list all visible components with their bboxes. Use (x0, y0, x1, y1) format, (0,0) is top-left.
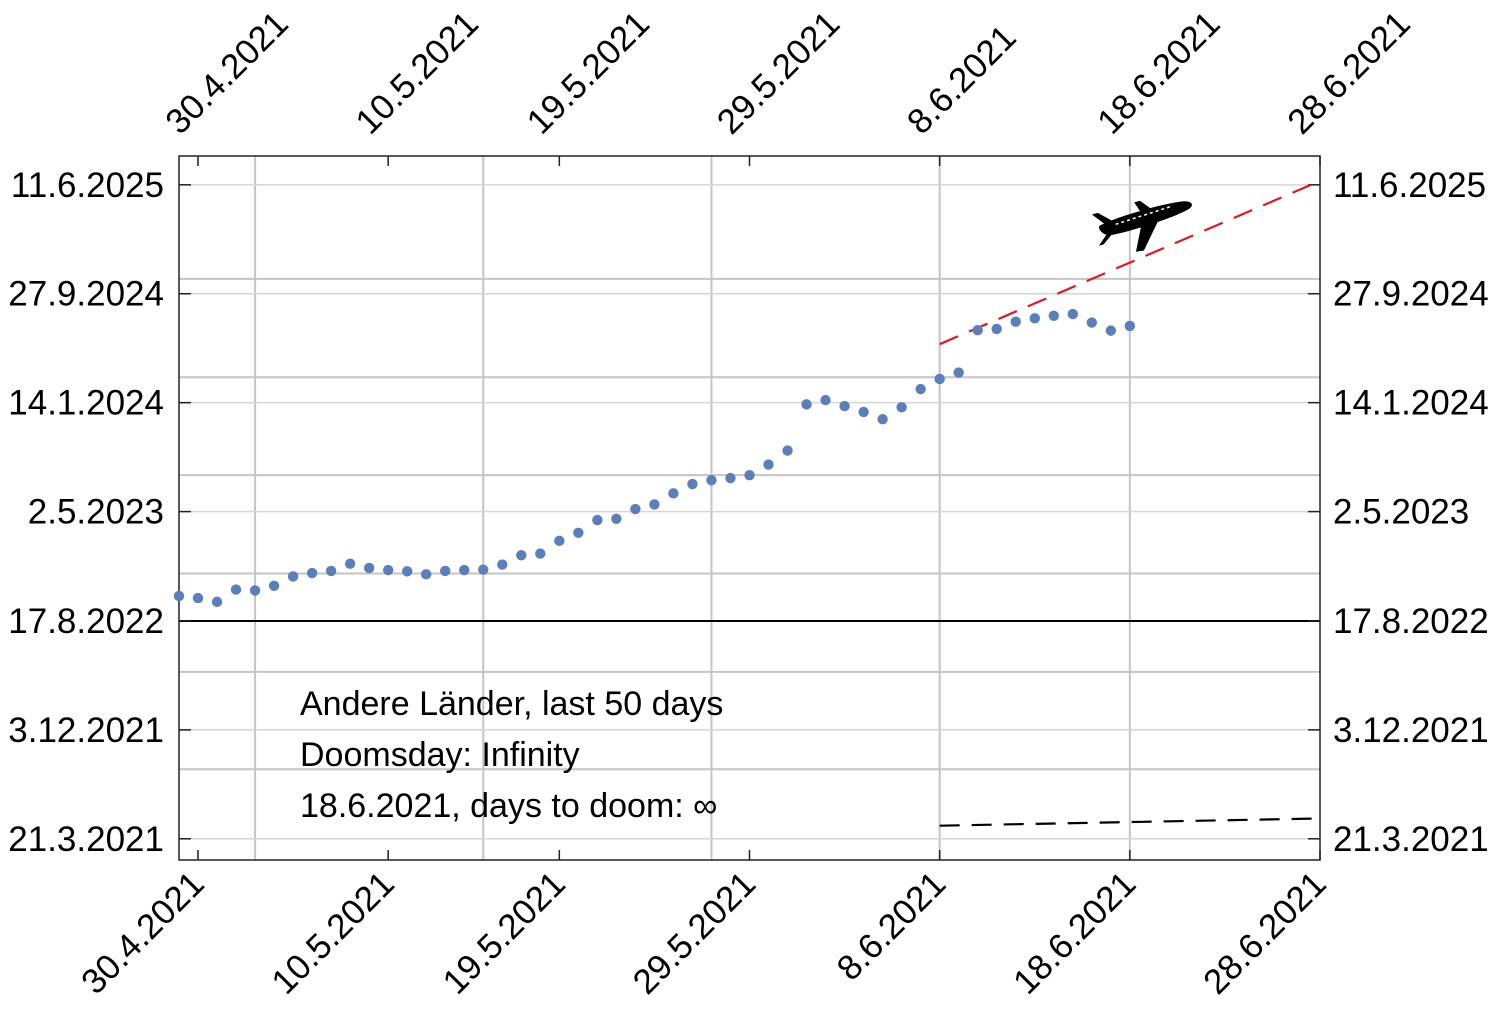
y-tick-label-left: 3.12.2021 (8, 711, 164, 750)
x-tick-label-bottom: 30.4.2021 (74, 864, 212, 1002)
data-point (421, 569, 432, 580)
data-point (211, 596, 223, 608)
axis-tick-labels: 30.4.202130.4.202110.5.202110.5.202119.5… (8, 4, 1488, 1002)
data-point (972, 324, 983, 336)
data-point (630, 503, 641, 515)
data-point (306, 567, 318, 579)
x-tick-label-top: 18.6.2021 (1090, 4, 1228, 142)
y-tick-label-left: 11.6.2025 (11, 166, 164, 205)
data-point (363, 562, 375, 574)
y-tick-label-right: 27.9.2024 (1333, 275, 1489, 314)
data-point (706, 475, 717, 486)
data-point (820, 394, 831, 406)
data-point (268, 580, 280, 591)
data-point (858, 406, 869, 418)
y-tick-label-right: 3.12.2021 (1333, 711, 1489, 750)
x-tick-label-top: 30.4.2021 (158, 4, 296, 142)
data-points (173, 308, 1136, 608)
airplane-icon (1091, 200, 1192, 252)
data-point (649, 499, 660, 510)
annotation-line-1: Andere Länder, last 50 days (300, 685, 723, 723)
data-point (668, 488, 679, 499)
data-point (1086, 317, 1098, 328)
y-tick-label-left: 14.1.2024 (8, 384, 164, 423)
annotation-block: Andere Länder, last 50 days Doomsday: In… (300, 685, 723, 825)
data-point (592, 514, 603, 526)
data-point (440, 565, 451, 577)
data-point (896, 402, 907, 413)
data-point (1124, 320, 1136, 332)
data-point (782, 445, 793, 456)
y-tick-label-right: 17.8.2022 (1333, 602, 1489, 641)
x-tick-label-bottom: 10.5.2021 (264, 864, 402, 1002)
annotation-line-3: 18.6.2021, days to doom: ∞ (300, 787, 717, 825)
annotation-line-2: Doomsday: Infinity (300, 736, 580, 774)
x-tick-label-top: 8.6.2021 (900, 18, 1024, 142)
data-point (478, 564, 489, 575)
axis-ticks (179, 156, 1321, 860)
data-point (725, 472, 736, 484)
data-point (344, 558, 356, 569)
data-point (459, 564, 470, 576)
data-point (953, 367, 964, 378)
x-tick-label-bottom: 29.5.2021 (625, 864, 763, 1002)
x-tick-label-bottom: 8.6.2021 (829, 864, 953, 988)
data-point (230, 584, 242, 595)
data-point (934, 373, 945, 385)
data-point (192, 592, 204, 604)
data-point (535, 548, 546, 559)
data-point (1010, 316, 1021, 327)
data-point (1105, 325, 1117, 336)
x-tick-label-bottom: 19.5.2021 (435, 864, 573, 1002)
data-point (1048, 310, 1059, 321)
gridlines (179, 156, 1320, 860)
data-point (402, 566, 413, 577)
data-point (991, 323, 1002, 335)
data-point (325, 565, 337, 577)
data-point (915, 383, 926, 395)
y-tick-label-right: 2.5.2023 (1333, 493, 1469, 532)
y-tick-label-right: 21.3.2021 (1333, 820, 1489, 859)
y-tick-label-left: 17.8.2022 (8, 602, 164, 641)
data-point (249, 585, 261, 596)
data-point (497, 559, 508, 570)
data-point (173, 590, 185, 602)
data-point (744, 469, 755, 481)
x-tick-label-top: 10.5.2021 (348, 4, 486, 142)
data-point (801, 399, 812, 410)
data-point (611, 513, 622, 525)
y-tick-label-left: 27.9.2024 (8, 275, 164, 314)
x-tick-label-top: 28.6.2021 (1280, 4, 1418, 142)
data-point (1029, 313, 1040, 324)
x-tick-label-bottom: 18.6.2021 (1006, 864, 1144, 1002)
data-point (554, 535, 565, 547)
data-point (839, 400, 850, 412)
trend-lines (939, 179, 1321, 827)
data-point (516, 550, 527, 561)
x-tick-label-top: 29.5.2021 (710, 4, 848, 142)
trend-line (939, 179, 1321, 346)
data-point (763, 459, 774, 470)
data-point (1067, 308, 1078, 320)
y-tick-label-right: 14.1.2024 (1333, 384, 1489, 423)
y-tick-label-right: 11.6.2025 (1333, 166, 1486, 205)
data-point (877, 414, 888, 425)
x-tick-label-top: 19.5.2021 (519, 4, 657, 142)
y-tick-label-left: 2.5.2023 (28, 493, 164, 532)
x-tick-label-bottom: 28.6.2021 (1196, 864, 1334, 1002)
data-point (382, 564, 394, 576)
data-point (687, 478, 698, 490)
y-tick-label-left: 21.3.2021 (8, 820, 164, 859)
data-point (287, 571, 299, 582)
data-point (573, 527, 584, 538)
